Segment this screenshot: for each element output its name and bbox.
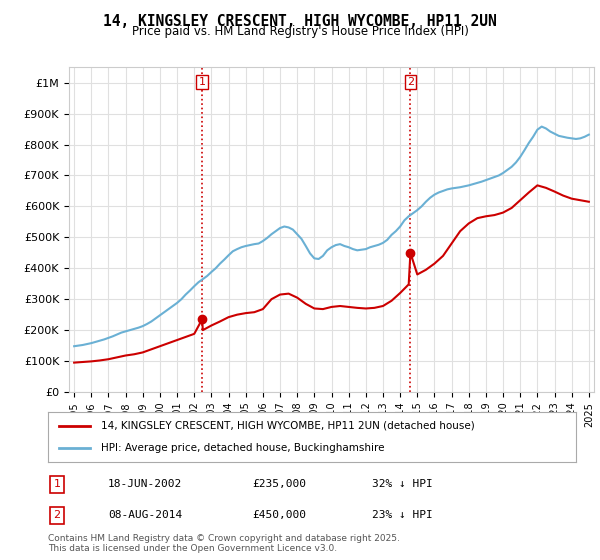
Text: 08-AUG-2014: 08-AUG-2014 xyxy=(108,510,182,520)
Text: 32% ↓ HPI: 32% ↓ HPI xyxy=(372,479,433,489)
Text: 14, KINGSLEY CRESCENT, HIGH WYCOMBE, HP11 2UN: 14, KINGSLEY CRESCENT, HIGH WYCOMBE, HP1… xyxy=(103,14,497,29)
Text: 2: 2 xyxy=(53,510,61,520)
Text: 1: 1 xyxy=(53,479,61,489)
Text: 14, KINGSLEY CRESCENT, HIGH WYCOMBE, HP11 2UN (detached house): 14, KINGSLEY CRESCENT, HIGH WYCOMBE, HP1… xyxy=(101,421,475,431)
Text: HPI: Average price, detached house, Buckinghamshire: HPI: Average price, detached house, Buck… xyxy=(101,443,385,453)
Text: 1: 1 xyxy=(199,77,206,87)
Text: Price paid vs. HM Land Registry's House Price Index (HPI): Price paid vs. HM Land Registry's House … xyxy=(131,25,469,38)
Text: £235,000: £235,000 xyxy=(252,479,306,489)
Text: 23% ↓ HPI: 23% ↓ HPI xyxy=(372,510,433,520)
Text: 18-JUN-2002: 18-JUN-2002 xyxy=(108,479,182,489)
Text: Contains HM Land Registry data © Crown copyright and database right 2025.
This d: Contains HM Land Registry data © Crown c… xyxy=(48,534,400,553)
Text: £450,000: £450,000 xyxy=(252,510,306,520)
Text: 2: 2 xyxy=(407,77,414,87)
